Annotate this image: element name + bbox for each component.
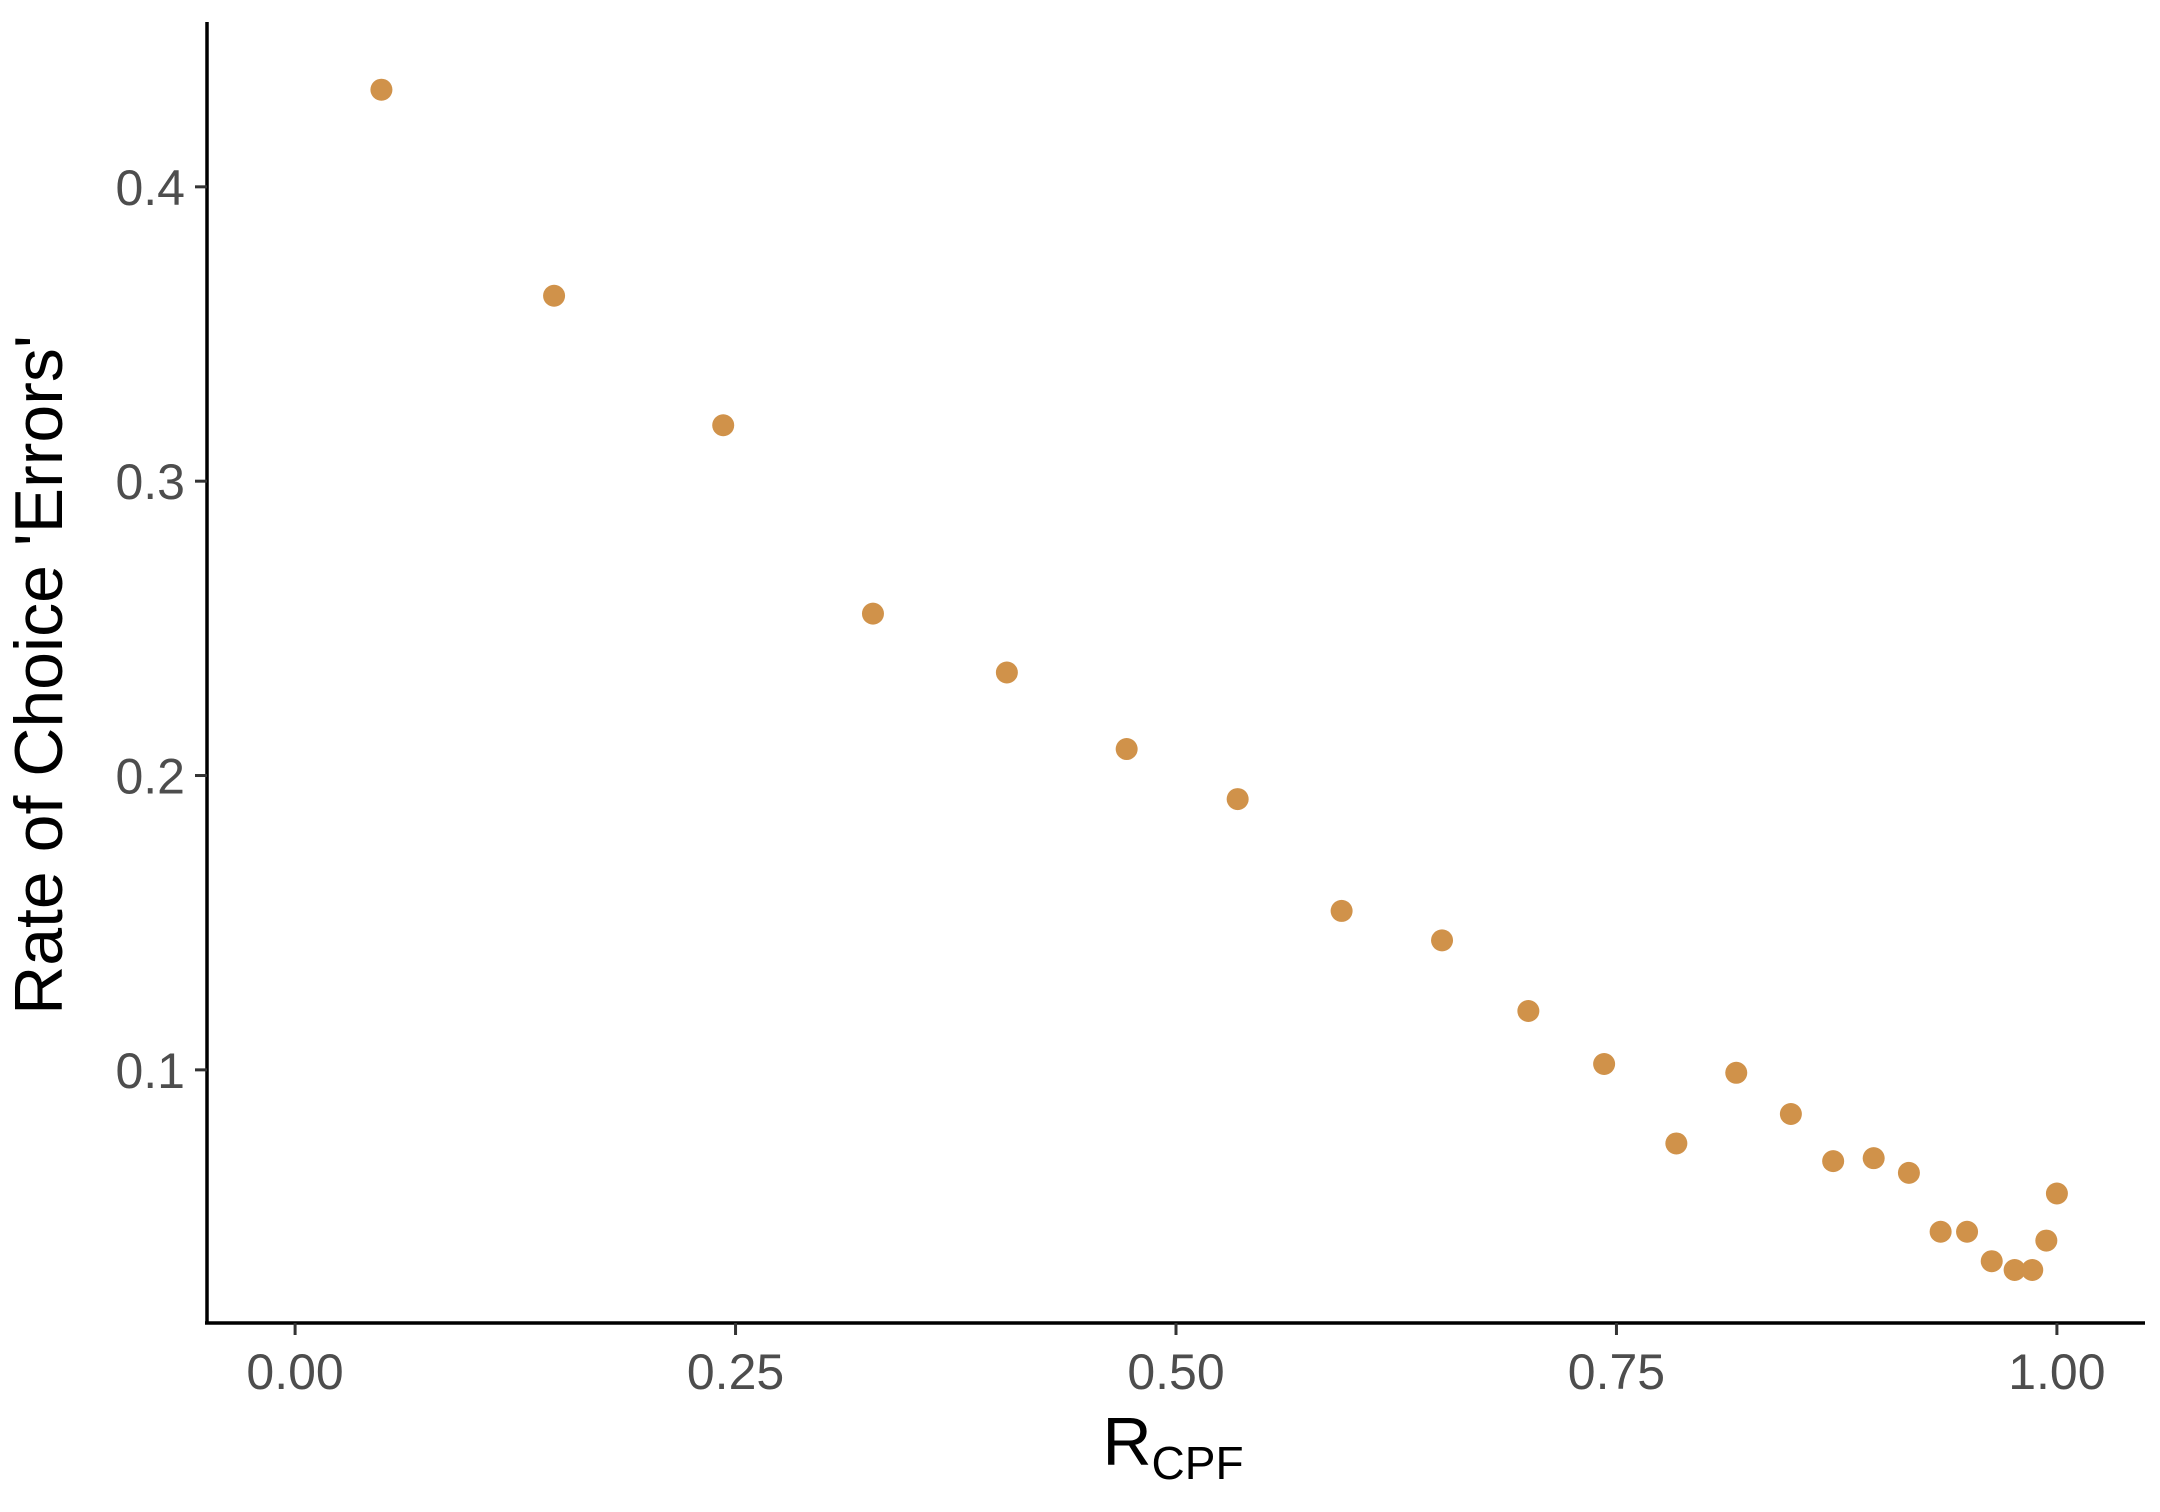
data-point-12	[1665, 1132, 1688, 1155]
y-axis-title: Rate of Choice 'Errors'	[1, 335, 77, 1015]
data-point-16	[1862, 1147, 1885, 1170]
data-point-5	[995, 661, 1018, 684]
y-tick-label: 0.4	[115, 160, 185, 216]
data-point-8	[1330, 899, 1353, 922]
data-point-18	[1929, 1220, 1952, 1243]
points-layer	[370, 78, 2068, 1282]
data-point-21	[2003, 1259, 2026, 1282]
data-point-9	[1431, 929, 1454, 952]
data-point-15	[1822, 1150, 1845, 1173]
x-axis-title-subscript: CPF	[1152, 1437, 1244, 1489]
data-point-2	[543, 284, 566, 307]
data-point-19	[1956, 1220, 1979, 1243]
x-axis-title: RCPF	[1102, 1404, 1243, 1489]
y-ticks-layer: 0.1 0.2 0.3 0.4	[115, 160, 207, 1099]
data-point-17	[1897, 1161, 1920, 1184]
x-tick-label: 0.00	[246, 1344, 343, 1400]
data-point-1	[370, 78, 393, 101]
data-point-22	[2021, 1259, 2044, 1282]
y-tick-label: 0.2	[115, 749, 185, 805]
axes-layer	[205, 22, 2145, 1325]
y-tick-label: 0.1	[115, 1043, 185, 1099]
data-point-11	[1593, 1052, 1616, 1075]
data-point-14	[1779, 1103, 1802, 1126]
data-point-6	[1115, 738, 1138, 761]
data-point-3	[712, 414, 735, 437]
data-point-7	[1226, 788, 1249, 811]
data-point-23	[2035, 1229, 2058, 1252]
x-tick-label: 0.75	[1568, 1344, 1665, 1400]
x-tick-label: 0.25	[687, 1344, 784, 1400]
data-point-24	[2045, 1182, 2068, 1205]
y-tick-label: 0.3	[115, 454, 185, 510]
x-ticks-layer: 0.00 0.25 0.50 0.75 1.00	[246, 1323, 2106, 1400]
data-point-13	[1725, 1061, 1748, 1084]
data-point-10	[1517, 999, 1540, 1022]
x-tick-label: 0.50	[1127, 1344, 1224, 1400]
x-tick-label: 1.00	[2008, 1344, 2105, 1400]
data-point-4	[861, 602, 884, 625]
data-point-20	[1980, 1250, 2003, 1273]
x-axis-title-main: R	[1102, 1404, 1151, 1480]
